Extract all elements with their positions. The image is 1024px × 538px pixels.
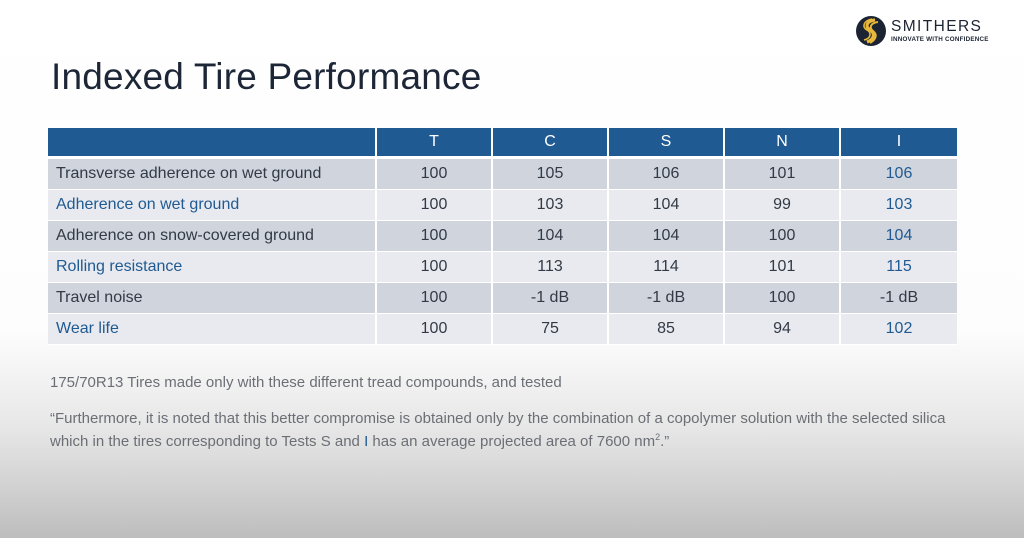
cell-n: 101 (725, 159, 841, 190)
cell-n: 100 (725, 283, 841, 314)
cell-n: 100 (725, 221, 841, 252)
cell-t: 100 (377, 314, 493, 345)
column-header-label (48, 128, 377, 159)
table-row: Adherence on snow-covered ground 100 104… (48, 221, 957, 252)
row-label: Transverse adherence on wet ground (48, 159, 377, 190)
cell-t: 100 (377, 159, 493, 190)
cell-c: 105 (493, 159, 609, 190)
cell-i: -1 dB (841, 283, 957, 314)
row-label: Adherence on snow-covered ground (48, 221, 377, 252)
logo-tagline: INNOVATE WITH CONFIDENCE (891, 35, 989, 43)
cell-i: 104 (841, 221, 957, 252)
table-row: Wear life 100 75 85 94 102 (48, 314, 957, 345)
table-header-row: T C S N I (48, 128, 957, 159)
quote-end: .” (660, 433, 670, 450)
table-row: Transverse adherence on wet ground 100 1… (48, 159, 957, 190)
column-header-s: S (609, 128, 725, 159)
cell-n: 101 (725, 252, 841, 283)
cell-s: 104 (609, 221, 725, 252)
smithers-logo: SMITHERS INNOVATE WITH CONFIDENCE (856, 16, 989, 46)
cell-t: 100 (377, 221, 493, 252)
cell-i: 102 (841, 314, 957, 345)
column-header-i: I (841, 128, 957, 159)
cell-t: 100 (377, 252, 493, 283)
cell-c: 113 (493, 252, 609, 283)
smithers-s-mark-icon (856, 16, 886, 46)
cell-s: 104 (609, 190, 725, 221)
logo-name: SMITHERS (891, 17, 983, 35)
performance-table: T C S N I Transverse adherence on wet gr… (48, 128, 957, 345)
cell-i: 115 (841, 252, 957, 283)
quote-text-1: “Furthermore, it is noted that this bett… (50, 410, 946, 450)
column-header-t: T (377, 128, 493, 159)
row-label: Adherence on wet ground (48, 190, 377, 221)
column-header-n: N (725, 128, 841, 159)
cell-c: 104 (493, 221, 609, 252)
cell-c: 75 (493, 314, 609, 345)
cell-n: 94 (725, 314, 841, 345)
table-row: Adherence on wet ground 100 103 104 99 1… (48, 190, 957, 221)
cell-s: 114 (609, 252, 725, 283)
quote-superscript: 2 (655, 432, 661, 442)
quote-note: “Furthermore, it is noted that this bett… (50, 407, 970, 453)
cell-n: 99 (725, 190, 841, 221)
table-row: Rolling resistance 100 113 114 101 115 (48, 252, 957, 283)
slide-title: Indexed Tire Performance (51, 56, 482, 97)
row-label: Rolling resistance (48, 252, 377, 283)
cell-i: 103 (841, 190, 957, 221)
cell-t: 100 (377, 283, 493, 314)
cell-s: 85 (609, 314, 725, 345)
table-row: Travel noise 100 -1 dB -1 dB 100 -1 dB (48, 283, 957, 314)
row-label: Wear life (48, 314, 377, 345)
cell-c: -1 dB (493, 283, 609, 314)
quote-highlight-i: I (364, 433, 369, 450)
cell-t: 100 (377, 190, 493, 221)
row-label: Travel noise (48, 283, 377, 314)
cell-s: -1 dB (609, 283, 725, 314)
cell-c: 103 (493, 190, 609, 221)
tire-size-note: 175/70R13 Tires made only with these dif… (50, 374, 562, 391)
cell-i: 106 (841, 159, 957, 190)
column-header-c: C (493, 128, 609, 159)
quote-text-2: has an average projected area of 7600 nm (368, 433, 656, 450)
cell-s: 106 (609, 159, 725, 190)
